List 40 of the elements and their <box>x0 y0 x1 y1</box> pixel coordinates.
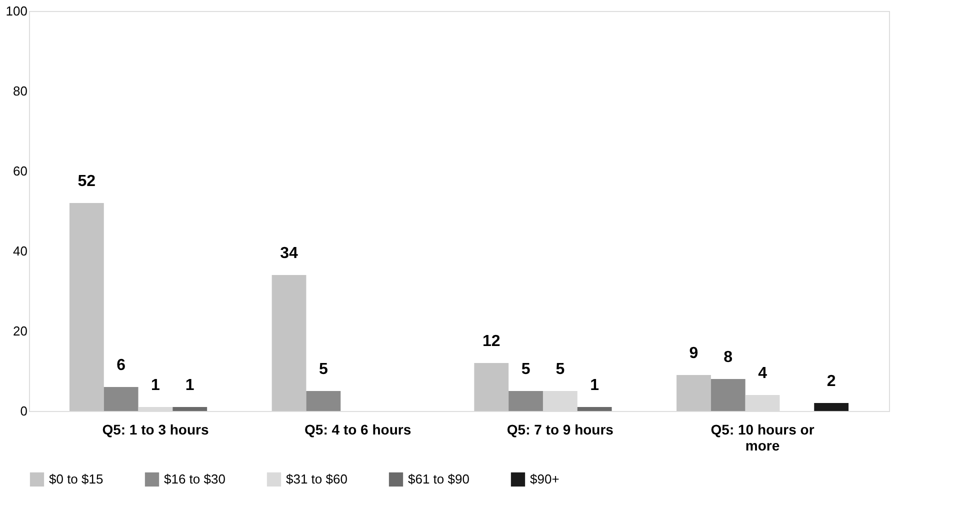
legend-label: $16 to $30 <box>164 471 226 486</box>
y-tick-label: 20 <box>13 324 28 338</box>
bar <box>577 407 612 411</box>
legend-label: $90+ <box>530 471 560 486</box>
x-tick-label: Q5: 1 to 3 hours <box>102 422 209 438</box>
data-label: 2 <box>826 373 836 390</box>
data-label: 1 <box>590 377 600 394</box>
data-label: 6 <box>116 357 126 374</box>
y-tick-label: 40 <box>13 244 28 258</box>
data-label: 34 <box>280 245 298 262</box>
bar <box>474 363 509 411</box>
data-label: 4 <box>758 365 768 382</box>
y-tick-label: 100 <box>6 4 28 18</box>
data-label: 5 <box>521 361 530 378</box>
bar <box>710 379 746 411</box>
data-label: 5 <box>318 361 328 378</box>
bar <box>172 407 208 411</box>
bar <box>508 391 543 411</box>
bar <box>676 375 711 411</box>
data-label: 9 <box>689 345 698 362</box>
legend-label: $0 to $15 <box>49 471 104 486</box>
data-label: 8 <box>724 349 733 366</box>
y-tick-label: 60 <box>13 164 28 178</box>
data-label: 5 <box>556 361 565 378</box>
x-tick-label: Q5: 7 to 9 hours <box>506 422 614 438</box>
data-label: 52 <box>78 173 96 190</box>
y-tick-label: 0 <box>20 404 28 418</box>
legend-label: $31 to $60 <box>286 471 348 486</box>
bar <box>69 203 104 411</box>
data-label: 1 <box>185 377 194 394</box>
data-label: 12 <box>482 333 500 350</box>
bar <box>104 387 138 411</box>
data-label: 1 <box>151 377 160 394</box>
x-tick-label: Q5: 10 hours or more <box>710 422 815 454</box>
y-tick-label: 80 <box>13 84 28 98</box>
bar <box>306 391 341 411</box>
bar <box>814 403 849 411</box>
bar <box>272 275 306 411</box>
legend-label: $61 to $90 <box>408 471 470 486</box>
x-tick-label: Q5: 4 to 6 hours <box>304 422 412 438</box>
